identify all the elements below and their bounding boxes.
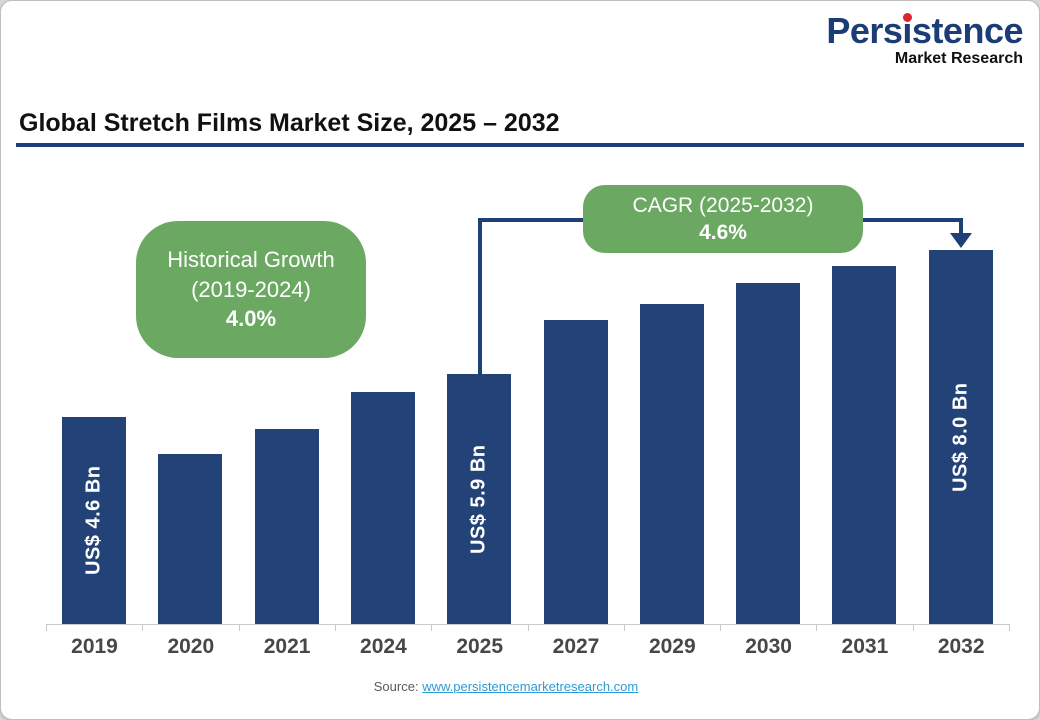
bar-2021 [254, 429, 319, 624]
x-axis-line [46, 624, 1010, 625]
x-axis-label-2021: 2021 [263, 635, 311, 658]
plot-area: US$ 4.6 Bn 2019 2020 2021 2024 US$ 5.9 Bn 2025… [46, 161, 1010, 701]
x-axis-tick [142, 625, 144, 631]
bar-2031 [832, 266, 897, 624]
bar-2029 [639, 304, 704, 624]
bar-2027 [543, 320, 608, 624]
source-link[interactable]: www.persistencemarketresearch.com [422, 679, 639, 694]
x-axis-tick [816, 625, 818, 631]
logo-red-dot-icon [903, 13, 913, 22]
connector-line [478, 218, 588, 222]
x-axis-tick [527, 625, 529, 631]
bar-slot: 2024 [335, 161, 432, 701]
x-axis-tick [623, 625, 625, 631]
cagr-line1: CAGR (2025-2032) [632, 193, 814, 217]
historical-growth-value: 4.0% [225, 306, 277, 332]
x-axis-tick [46, 625, 47, 631]
x-axis-label-2024: 2024 [360, 635, 407, 658]
x-axis-tick [334, 625, 336, 631]
x-axis-label-2019: 2019 [71, 635, 118, 658]
x-axis-tick [720, 625, 722, 631]
x-axis-label-2030: 2030 [745, 635, 792, 658]
source-label: Source: [373, 679, 419, 694]
x-axis-tick [1009, 625, 1010, 631]
bar-slot: 2031 [816, 161, 913, 701]
historical-growth-line1: Historical Growth [167, 246, 335, 272]
pmr-logo: Persistence Market Research [826, 13, 1023, 67]
bar-value-label: US$ 4.6 Bn [82, 465, 105, 576]
historical-growth-callout: Historical Growth (2019-2024) 4.0% [136, 221, 366, 358]
historical-growth-line2: (2019-2024) [191, 276, 311, 302]
source-line: Source: www.persistencemarketresearch.co… [1, 679, 1011, 694]
x-axis-label-2027: 2027 [552, 635, 600, 658]
bar-slot: 2020 [142, 161, 239, 701]
x-axis-label-2031: 2031 [841, 635, 889, 658]
page-title: Global Stretch Films Market Size, 2025 –… [19, 109, 560, 137]
bar-value-label: US$ 8.0 Bn [949, 382, 972, 492]
x-axis-label-2020: 2020 [167, 635, 215, 658]
bar-slot: 2021 [239, 161, 336, 701]
bar-slot: US$ 4.6 Bn 2019 [46, 161, 143, 701]
arrow-down-icon [950, 233, 972, 248]
x-axis-label-2032: 2032 [937, 635, 985, 658]
bar-2032: US$ 8.0 Bn [928, 250, 993, 624]
connector-line [859, 218, 963, 222]
bar-2020 [158, 454, 223, 624]
bar-value-label: US$ 5.9 Bn [467, 444, 490, 554]
connector-line [959, 218, 963, 235]
logo-brand-text: Persistence [826, 10, 1023, 51]
bar-2024 [350, 392, 415, 624]
x-axis-label-2025: 2025 [456, 635, 504, 658]
cagr-callout: CAGR (2025-2032) 4.6% [583, 185, 863, 253]
bar-slot: US$ 5.9 Bn 2025 [431, 161, 528, 701]
cagr-value: 4.6% [699, 221, 747, 244]
logo-subtitle: Market Research [894, 50, 1023, 67]
bar-slot: 2029 [624, 161, 721, 701]
x-axis-tick [912, 625, 914, 631]
bar-slot: US$ 8.0 Bn 2032 [913, 161, 1010, 701]
connector-line [478, 218, 482, 376]
title-underline [16, 143, 1024, 147]
x-axis-tick [238, 625, 240, 631]
x-axis-tick [431, 625, 433, 631]
bar-2019: US$ 4.6 Bn [62, 417, 126, 624]
bar-2025: US$ 5.9 Bn [447, 374, 512, 624]
bar-slot: 2030 [720, 161, 817, 701]
bar-2030 [736, 283, 801, 624]
x-axis-label-2029: 2029 [648, 635, 696, 658]
bar-slot: 2027 [528, 161, 625, 701]
